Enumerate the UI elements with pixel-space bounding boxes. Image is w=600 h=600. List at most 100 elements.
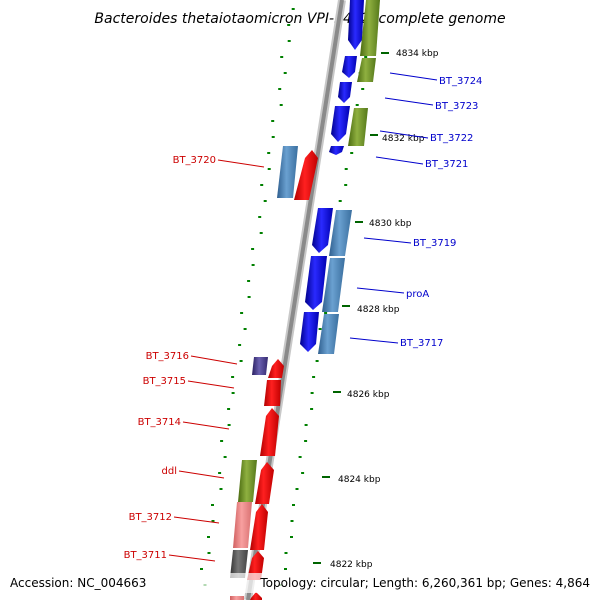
gc-dot (263, 200, 267, 202)
gc-dot (247, 296, 251, 298)
gene-arrow[interactable] (312, 208, 333, 253)
gc-dot (223, 456, 227, 458)
gc-dot (207, 552, 211, 554)
tick-label: 4826 kbp (347, 390, 390, 400)
tick-label: 4834 kbp (396, 49, 439, 59)
gc-dot (304, 440, 308, 442)
reverse-gene-labels: BT_3720 BT_3716 BT_3715 BT_3714 ddl BT_3… (124, 155, 265, 562)
gene-arrow[interactable] (264, 380, 281, 406)
gc-dot (260, 184, 264, 186)
gc-dot (290, 536, 293, 538)
gc-dot (220, 440, 224, 442)
gene-arrow[interactable] (250, 592, 262, 600)
gc-dot (291, 8, 295, 10)
gc-dot (318, 328, 322, 330)
gene-label-bt3717[interactable]: BT_3717 (400, 338, 443, 349)
forward-cog-track (318, 0, 380, 354)
gene-label-bt3720[interactable]: BT_3720 (173, 155, 216, 166)
gc-dot (227, 424, 231, 426)
gc-dot (267, 168, 271, 170)
gene-label-bt3722[interactable]: BT_3722 (430, 133, 473, 144)
genome-summary-text: Topology: circular; Length: 6,260,361 bp… (259, 576, 590, 590)
accession-text: Accession: NC_004663 (10, 576, 146, 590)
gc-dot (295, 488, 299, 490)
gc-dot (284, 552, 288, 554)
gene-label-bt3716[interactable]: BT_3716 (146, 351, 189, 362)
gene-label-bt3715[interactable]: BT_3715 (143, 376, 186, 387)
gene-arrow[interactable] (331, 106, 350, 142)
tick-label: 4830 kbp (369, 219, 412, 229)
gc-dot (271, 136, 275, 138)
reverse-cog-track (230, 146, 298, 600)
gc-dot (344, 168, 348, 170)
tick-label: 4832 kbp (382, 134, 425, 144)
gene-arrow[interactable] (348, 0, 364, 50)
gene-arrow[interactable] (294, 150, 318, 200)
gene-label-bt3721[interactable]: BT_3721 (425, 159, 468, 170)
gc-dot (350, 152, 354, 154)
gene-label-ddl[interactable]: ddl (162, 466, 177, 477)
gene-arrow[interactable] (255, 462, 274, 504)
gc-dot (280, 56, 284, 58)
gene-arrow[interactable] (329, 146, 344, 155)
gc-dot (290, 520, 294, 522)
gc-dot (247, 280, 251, 282)
gc-dot (292, 504, 295, 506)
gc-dot (231, 376, 235, 378)
gene-arrow[interactable] (338, 82, 352, 103)
gene-arrow[interactable] (250, 504, 268, 550)
forward-strand-genes (300, 0, 364, 352)
gc-dot (267, 152, 271, 154)
gene-label-proa[interactable]: proA (406, 289, 429, 300)
gc-dot (200, 568, 203, 570)
gc-dot (283, 72, 287, 74)
gene-label-bt3723[interactable]: BT_3723 (435, 101, 478, 112)
gene-label-bt3714[interactable]: BT_3714 (138, 417, 181, 428)
gc-dot (287, 40, 291, 42)
gc-dot (258, 216, 262, 218)
gc-dot (361, 88, 365, 90)
gc-dot (344, 184, 348, 186)
gene-arrow[interactable] (300, 312, 319, 352)
gc-dot (315, 360, 319, 362)
gene-arrow[interactable] (342, 56, 357, 78)
gene-label-bt3712[interactable]: BT_3712 (129, 512, 172, 523)
gc-dot (211, 504, 214, 506)
gc-dot (312, 376, 316, 378)
gc-dot (304, 424, 308, 426)
map-title: Bacteroides thetaiotaomicron VPI-5482, c… (94, 11, 505, 27)
gc-dot (279, 104, 283, 106)
gc-dot (231, 392, 235, 394)
gene-arrow[interactable] (305, 256, 327, 310)
scale-ticks: 4834 kbp 4832 kbp 4830 kbp 4828 kbp 4826… (313, 49, 439, 570)
gc-dot (310, 408, 314, 410)
gc-dot (287, 24, 291, 26)
gene-arrow[interactable] (260, 408, 279, 456)
gc-dot (218, 472, 222, 474)
gc-dot (271, 120, 275, 122)
gc-dot (324, 312, 328, 314)
gc-dot (278, 88, 282, 90)
gc-dot (355, 104, 359, 106)
gc-dot (219, 488, 223, 490)
gene-label-bt3724[interactable]: BT_3724 (439, 76, 482, 87)
gc-dot (251, 264, 255, 266)
gc-dot (240, 312, 244, 314)
gc-dot (238, 344, 242, 346)
gc-dot (211, 520, 215, 522)
tick-label: 4824 kbp (338, 475, 381, 485)
forward-gene-labels: BT_3724 BT_3723 BT_3722 BT_3721 BT_3719 … (349, 72, 482, 349)
gc-dot (259, 232, 263, 234)
gc-dot (310, 392, 314, 394)
gene-label-bt3719[interactable]: BT_3719 (413, 238, 456, 249)
gc-dot (227, 408, 231, 410)
gene-arrow[interactable] (268, 359, 284, 378)
gene-arrow[interactable] (247, 551, 264, 580)
gc-dot (284, 568, 287, 570)
gc-dot (251, 248, 255, 250)
tick-label: 4822 kbp (330, 560, 373, 570)
gc-dot (207, 536, 210, 538)
gene-label-bt3711[interactable]: BT_3711 (124, 550, 167, 561)
